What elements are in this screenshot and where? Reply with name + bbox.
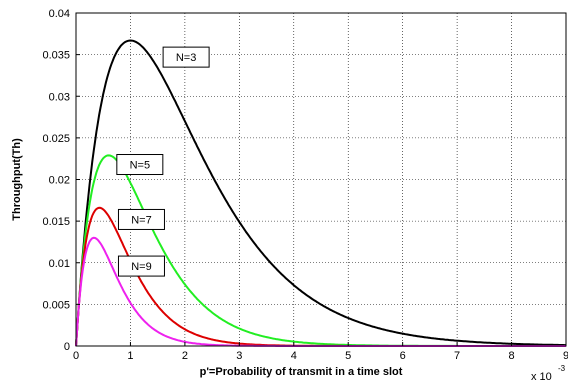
series-line-n3 [75, 39, 566, 347]
x-tick-label: 0 [73, 350, 79, 362]
y-tick-label: 0.035 [42, 50, 70, 62]
callout-label: N=7 [131, 214, 152, 226]
series-callout: N=7 [117, 208, 165, 230]
callout-box [117, 208, 165, 230]
y-tick-label: 0.01 [49, 258, 70, 270]
y-tick-label: 0 [64, 341, 70, 353]
series-line-n9 [75, 236, 566, 347]
series-line-n5 [75, 154, 566, 347]
y-tick-label: 0.025 [42, 133, 70, 145]
callout-label: N=3 [176, 52, 197, 64]
x-tick-label: 6 [400, 350, 406, 362]
y-tick-label: 0.03 [49, 91, 70, 103]
x-tick-label: 4 [291, 350, 297, 362]
y-tick-label: 0.04 [49, 8, 70, 20]
callout-label: N=5 [130, 160, 151, 172]
series-lines [75, 39, 566, 347]
x-tick-label: 5 [345, 350, 351, 362]
y-tick-label: 0.02 [49, 175, 70, 187]
axis-ticks: 0 1 2 3 4 5 6 7 8 9 0 0.005 0.01 0.015 0.02 0.025 0.03 0.… [42, 8, 568, 362]
series-callout: N=5 [116, 154, 164, 176]
series-callout: N=9 [117, 255, 165, 277]
callout-box [162, 46, 210, 68]
callout-label: N=9 [131, 261, 152, 273]
series-callouts: N=3 N=5 N=7 N=9 [116, 46, 210, 277]
callout-box [117, 255, 165, 277]
x-axis-multiplier: x 10 [531, 371, 552, 383]
x-axis-label: p'=Probability of transmit in a time slo… [200, 366, 403, 378]
y-tick-label: 0.005 [42, 299, 70, 311]
series-callout: N=3 [162, 46, 210, 68]
x-tick-label: 9 [563, 350, 568, 362]
x-tick-label: 1 [127, 350, 133, 362]
callout-box [116, 154, 164, 176]
x-tick-label: 3 [236, 350, 242, 362]
y-tick-label: 0.015 [42, 216, 70, 228]
x-tick-label: 7 [454, 350, 460, 362]
x-tick-label: 2 [182, 350, 188, 362]
x-axis-multiplier-exponent: -3 [558, 364, 566, 373]
y-axis-label: Throughput(Th) [11, 138, 23, 221]
x-tick-label: 8 [508, 350, 514, 362]
